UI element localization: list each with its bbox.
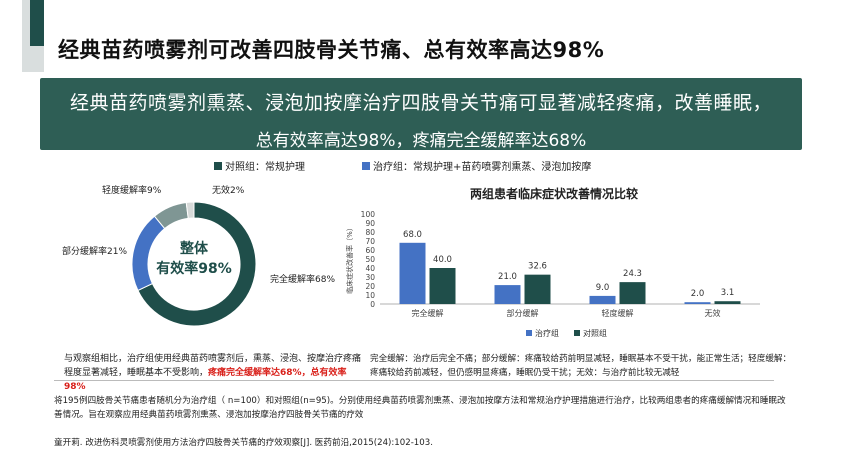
corner-decoration-inner [30, 0, 44, 46]
x-tick-label: 完全缓解 [412, 308, 444, 318]
legend-label: 对照组 [583, 328, 607, 338]
footer-description: 将195例四肢骨关节痛患者随机分为治疗组（ n=100）和对照组(n=95)。分… [54, 394, 794, 422]
donut-center-title: 整体 [180, 241, 208, 257]
bar-data-label: 68.0 [403, 230, 422, 240]
legend-label: 治疗组 [535, 328, 559, 338]
donut-label-mild: 轻度缓解率9% [102, 186, 162, 196]
summary-banner: 经典苗药喷雾剂熏蒸、浸泡加按摩治疗四肢骨关节痛可显著减轻疼痛，改善睡眠， 总有效… [40, 78, 802, 150]
bar-treatment [589, 295, 616, 304]
bar-treatment [684, 302, 711, 304]
legend-control-swatch [214, 161, 222, 170]
legend-control-label: 对照组：常规护理 [225, 162, 305, 173]
y-tick-label: 30 [365, 273, 375, 282]
footer-line-1: 将195例四肢骨关节痛患者随机分为治疗组（ n=100）和对照组(n=95)。分… [54, 396, 786, 406]
y-tick-label: 100 [361, 210, 376, 219]
bar-data-label: 40.0 [433, 255, 452, 265]
donut-slice-3 [185, 201, 195, 219]
y-tick-label: 90 [365, 219, 375, 228]
note-left-line-2-text: 程度显著减轻，睡眠基本不受影响， [64, 368, 209, 378]
donut-label-complete: 完全缓解率68% [270, 275, 336, 285]
legend-treatment-swatch [362, 161, 370, 170]
x-tick-label: 轻度缓解 [602, 308, 634, 318]
y-tick-label: 50 [365, 255, 375, 264]
x-tick-label: 部分缓解 [507, 308, 539, 318]
bar-data-label: 32.6 [528, 262, 547, 272]
note-right-line-1: 完全缓解：治疗后完全不痛；部分缓解：疼痛较给药前明显减轻，睡眠基本不受干扰，能正… [370, 354, 792, 364]
note-left-highlight: 疼痛完全缓解率达68%，总有效率98% [64, 368, 347, 392]
y-tick-label: 80 [365, 228, 375, 237]
bar-treatment [494, 285, 521, 304]
y-tick-label: 40 [365, 264, 375, 273]
legend-swatch [574, 330, 580, 336]
note-right: 完全缓解：治疗后完全不痛；部分缓解：疼痛较给药前明显减轻，睡眠基本不受干扰，能正… [370, 352, 810, 380]
donut-label-invalid: 无效2% [212, 186, 245, 196]
bar-control [619, 282, 646, 304]
footer-reference: 童开莉. 改进伤科灵喷雾剂使用方法治疗四肢骨关节痛的疗效观察[J]. 医药前沿,… [54, 438, 433, 448]
bar-control [429, 268, 456, 304]
banner-line-2: 总有效率高达98%，疼痛完全缓解率达68% [255, 131, 587, 150]
banner-line-1: 经典苗药喷雾剂熏蒸、浸泡加按摩治疗四肢骨关节痛可显著减轻疼痛，改善睡眠， [69, 92, 772, 114]
y-tick-label: 10 [365, 291, 375, 300]
bar-data-label: 2.0 [691, 289, 705, 299]
bar-treatment [399, 242, 426, 304]
donut-slice-0 [137, 201, 257, 327]
bar-data-label: 24.3 [623, 269, 642, 279]
donut-svg [131, 201, 257, 327]
donut-label-partial: 部分缓解率21% [62, 247, 128, 257]
donut-center-value: 有效率98% [156, 261, 232, 277]
bar-control [714, 301, 741, 304]
bar-data-label: 3.1 [721, 288, 735, 298]
y-axis-label: 临床症状改善率（%） [345, 224, 354, 294]
bar-chart-title: 两组患者临床症状改善情况比较 [470, 187, 639, 201]
y-tick-label: 70 [365, 237, 375, 246]
legend-treatment: 治疗组：常规护理+苗药喷雾剂熏蒸、浸泡加按摩 [362, 158, 591, 173]
y-tick-label: 60 [365, 246, 375, 255]
footer-line-2: 善情况。旨在观察应用经典苗药喷雾剂熏蒸、浸泡加按摩治疗四肢骨关节痛的疗效 [54, 410, 364, 420]
x-tick-label: 无效 [705, 308, 721, 318]
y-tick-label: 0 [370, 300, 375, 309]
page-title: 经典苗药喷雾剂可改善四肢骨关节痛、总有效率高达98% [58, 38, 605, 62]
legend-treatment-label: 治疗组：常规护理+苗药喷雾剂熏蒸、浸泡加按摩 [373, 162, 592, 173]
donut-chart: 整体 有效率98% [130, 200, 258, 328]
bar-data-label: 9.0 [596, 283, 610, 293]
note-right-line-2: 疼痛较给药前减轻，但仍感明显疼痛，睡眠仍受干扰；无效：与治疗前比较无减轻 [370, 368, 680, 378]
note-left-line-1: 与观察组相比，治疗组使用经典苗药喷雾剂后，熏蒸、浸泡、按摩治疗疼痛 [64, 354, 362, 364]
bar-data-label: 21.0 [498, 272, 517, 282]
y-tick-label: 20 [365, 282, 375, 291]
bar-control [524, 274, 551, 304]
note-left-line-2: 程度显著减轻，睡眠基本不受影响，疼痛完全缓解率达68%，总有效率98% [64, 366, 364, 394]
legend-swatch [526, 330, 532, 336]
note-left: 与观察组相比，治疗组使用经典苗药喷雾剂后，熏蒸、浸泡、按摩治疗疼痛 程度显著减轻… [64, 352, 364, 394]
legend-control: 对照组：常规护理 [214, 158, 305, 173]
footer-divider [54, 380, 774, 381]
